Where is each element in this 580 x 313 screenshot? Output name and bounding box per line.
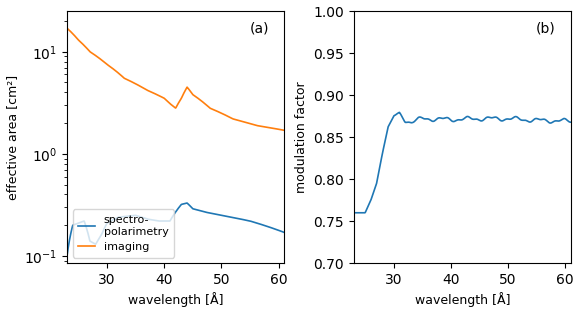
- X-axis label: wavelength [Å]: wavelength [Å]: [128, 292, 223, 307]
- Text: (a): (a): [249, 21, 269, 35]
- Y-axis label: modulation factor: modulation factor: [295, 81, 307, 193]
- X-axis label: wavelength [Å]: wavelength [Å]: [415, 292, 510, 307]
- Text: (b): (b): [536, 21, 556, 35]
- Legend: spectro-
polarimetry, imaging: spectro- polarimetry, imaging: [72, 209, 174, 258]
- Y-axis label: effective area [cm²]: effective area [cm²]: [6, 74, 19, 200]
